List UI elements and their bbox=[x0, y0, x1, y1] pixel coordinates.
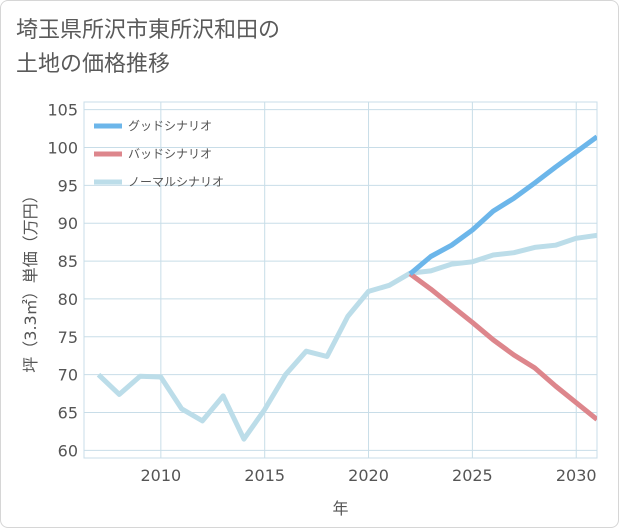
plot-frame bbox=[83, 101, 598, 459]
y-tick-label: 95 bbox=[58, 176, 78, 195]
grid-lines bbox=[83, 101, 598, 459]
x-tick-label: 2020 bbox=[348, 466, 389, 485]
title-line-2: 土地の価格推移 bbox=[16, 52, 171, 77]
series-line-2 bbox=[96, 232, 597, 442]
x-tick-label: 2015 bbox=[244, 466, 285, 485]
legend-label: バッドシナリオ bbox=[128, 147, 212, 161]
x-axis-label: 年 bbox=[332, 499, 348, 518]
y-tick-label: 65 bbox=[58, 404, 78, 423]
legend-label: ノーマルシナリオ bbox=[128, 175, 224, 189]
y-tick-label: 85 bbox=[58, 252, 78, 271]
legend-label: グッドシナリオ bbox=[128, 119, 212, 133]
y-tick-label: 70 bbox=[58, 366, 78, 385]
chart-title: 埼玉県所沢市東所沢和田の 土地の価格推移 bbox=[16, 14, 280, 82]
y-tick-label: 60 bbox=[58, 441, 78, 460]
title-line-1: 埼玉県所沢市東所沢和田の bbox=[16, 18, 281, 43]
series-line-1 bbox=[408, 271, 597, 422]
y-tick-label: 80 bbox=[58, 290, 78, 309]
y-tick-label: 75 bbox=[58, 328, 78, 347]
axis-ticks: 60 65 70 75 80 85 90 95 100 105 2010 2015 2020 2025 20… bbox=[47, 101, 596, 485]
y-tick-label: 105 bbox=[47, 101, 78, 120]
y-tick-label: 90 bbox=[58, 214, 78, 233]
y-tick-label: 100 bbox=[47, 138, 78, 157]
x-tick-label: 2030 bbox=[556, 466, 597, 485]
series-lines bbox=[96, 134, 597, 442]
series-line-0 bbox=[408, 134, 597, 276]
x-tick-label: 2025 bbox=[452, 466, 493, 485]
x-tick-label: 2010 bbox=[140, 466, 181, 485]
y-axis-label: 坪（3.3㎡）単価（万円） bbox=[21, 187, 40, 372]
